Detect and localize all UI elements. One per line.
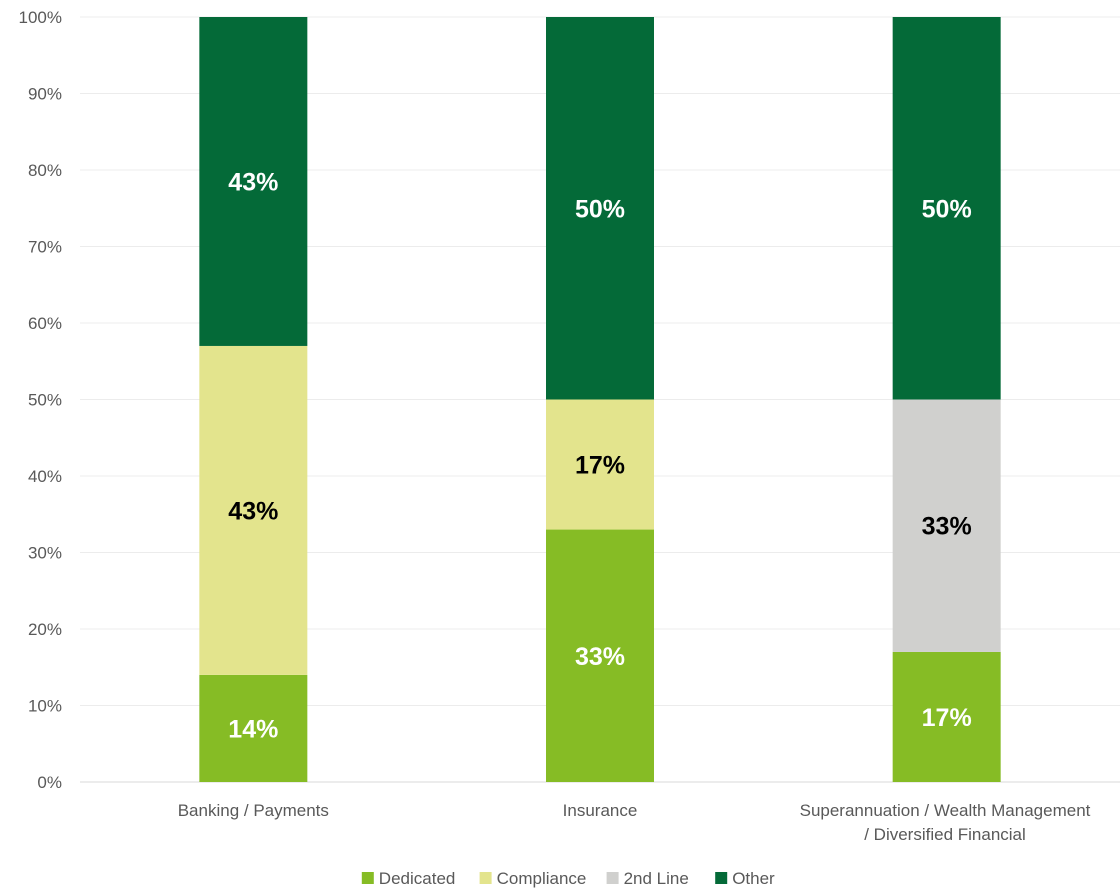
y-tick-label: 80% — [28, 161, 62, 180]
y-axis-tick-labels: 0% 10% 20% 30% 40% 50% 60% 70% 80% 90% 100% — [19, 8, 62, 792]
y-tick-label: 30% — [28, 544, 62, 563]
legend-label: Dedicated — [379, 869, 456, 888]
y-tick-label: 20% — [28, 620, 62, 639]
bars — [199, 17, 1001, 782]
legend-swatch — [606, 872, 619, 884]
data-label: 43% — [228, 497, 278, 525]
y-tick-label: 70% — [28, 238, 62, 257]
legend-label: Compliance — [497, 869, 587, 888]
bar-segment — [199, 17, 308, 346]
bar-segment — [892, 651, 1001, 782]
bar-segment — [546, 529, 654, 782]
y-tick-label: 90% — [28, 85, 62, 104]
legend-swatch — [479, 872, 492, 884]
data-label: 50% — [575, 195, 625, 223]
data-label: 17% — [575, 452, 625, 480]
y-tick-label: 10% — [28, 697, 62, 716]
x-category-label: Insurance — [563, 801, 638, 820]
bar-segment — [199, 345, 308, 675]
x-axis-category-labels: Banking / Payments Insurance Superannuatio… — [178, 801, 1091, 844]
y-tick-label: 40% — [28, 467, 62, 486]
x-category-label: Superannuation / Wealth Management — [800, 801, 1091, 820]
bar-segment — [546, 399, 654, 530]
legend-label: 2nd Line — [624, 869, 689, 888]
data-label: 14% — [228, 715, 278, 743]
data-label: 43% — [228, 168, 278, 196]
y-tick-label: 60% — [28, 314, 62, 333]
x-category-label: / Diversified Financial — [864, 825, 1026, 844]
data-labels: 14% 43% 43% 33% 17% 50% 17% 33% 50% — [228, 168, 971, 743]
data-label: 33% — [922, 513, 972, 541]
legend: Dedicated Compliance 2nd Line Other — [361, 869, 775, 888]
y-tick-label: 100% — [19, 8, 62, 27]
data-label: 50% — [922, 195, 972, 223]
bar-segment — [892, 399, 1001, 652]
y-tick-label: 50% — [28, 391, 62, 410]
y-tick-label: 0% — [37, 773, 62, 792]
bar-segment — [892, 17, 1001, 400]
data-label: 33% — [575, 643, 625, 671]
bar-segment — [199, 674, 308, 782]
legend-swatch — [715, 872, 728, 884]
legend-label: Other — [732, 869, 775, 888]
legend-swatch — [361, 872, 374, 884]
data-label: 17% — [922, 704, 972, 732]
x-category-label: Banking / Payments — [178, 801, 329, 820]
bar-segment — [546, 17, 654, 400]
